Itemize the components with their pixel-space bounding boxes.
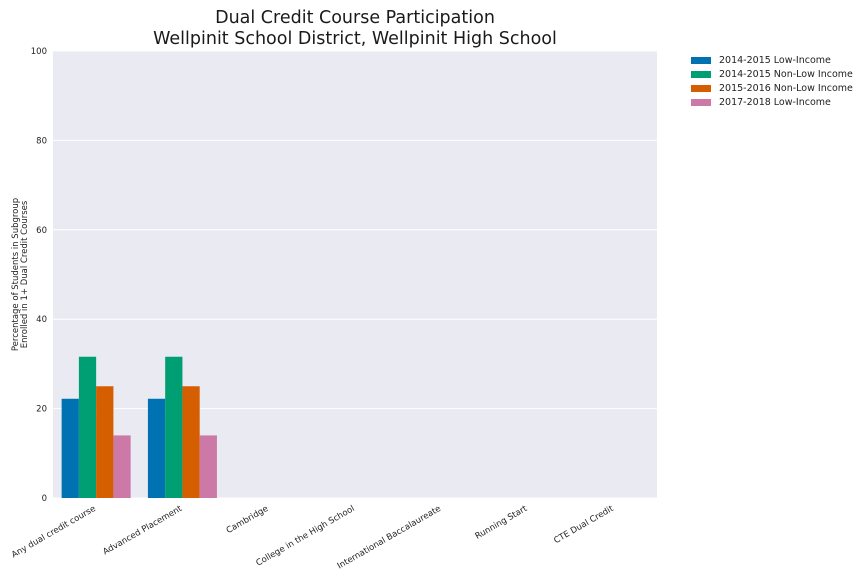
- x-tick-labels: Any dual credit course Advanced Placement…: [10, 504, 616, 572]
- legend: 2014-2015 Low-Income 2014-2015 Non-Low In…: [691, 53, 853, 109]
- y-axis-label: Percentage of Students in Subgroup Enroll…: [11, 198, 30, 351]
- y-tick-label: 100: [31, 47, 47, 57]
- x-tick-label: Running Start: [474, 504, 530, 542]
- x-tick-label: Advanced Placement: [101, 504, 184, 558]
- legend-label: 2015-2016 Non-Low Income: [719, 82, 853, 94]
- legend-swatch: [691, 70, 711, 78]
- bar: [61, 398, 79, 498]
- bars: [61, 356, 217, 498]
- legend-item: 2014-2015 Non-Low Income: [691, 67, 853, 81]
- x-tick-label: Any dual credit course: [10, 504, 98, 560]
- legend-label: 2014-2015 Non-Low Income: [719, 68, 853, 80]
- legend-swatch: [691, 56, 711, 64]
- bar: [96, 386, 114, 498]
- legend-swatch: [691, 98, 711, 106]
- y-tick-label: 0: [42, 494, 47, 504]
- chart-title-line-1: Dual Credit Course Participation: [215, 8, 495, 28]
- legend-swatch: [691, 84, 711, 92]
- y-tick-label: 60: [36, 226, 47, 236]
- legend-item: 2015-2016 Non-Low Income: [691, 81, 853, 95]
- y-axis-label-line: Enrolled in 1+ Dual Credit Courses: [20, 200, 30, 348]
- bar: [78, 356, 97, 498]
- bar: [147, 398, 166, 498]
- y-tick-label: 20: [36, 405, 47, 415]
- bar: [199, 435, 217, 498]
- legend-label: 2017-2018 Low-Income: [719, 96, 831, 108]
- y-axis-label-line: Percentage of Students in Subgroup: [11, 198, 21, 351]
- bar: [182, 386, 200, 498]
- chart-title: Dual Credit Course Participation Wellpin…: [55, 8, 655, 50]
- y-tick-label: 40: [36, 315, 47, 325]
- plot-area: [53, 51, 657, 498]
- chart-title-line-2: Wellpinit School District, Wellpinit Hig…: [153, 29, 557, 49]
- x-tick-label: CTE Dual Credit: [552, 504, 616, 546]
- legend-label: 2014-2015 Low-Income: [719, 54, 831, 66]
- y-tick-labels: 0 20 40 60 80 100: [31, 47, 47, 504]
- bar: [113, 435, 131, 498]
- legend-item: 2017-2018 Low-Income: [691, 95, 853, 109]
- bar: [165, 356, 183, 498]
- y-tick-label: 80: [36, 136, 47, 146]
- x-tick-label: Cambridge: [225, 504, 270, 536]
- legend-item: 2014-2015 Low-Income: [691, 53, 853, 67]
